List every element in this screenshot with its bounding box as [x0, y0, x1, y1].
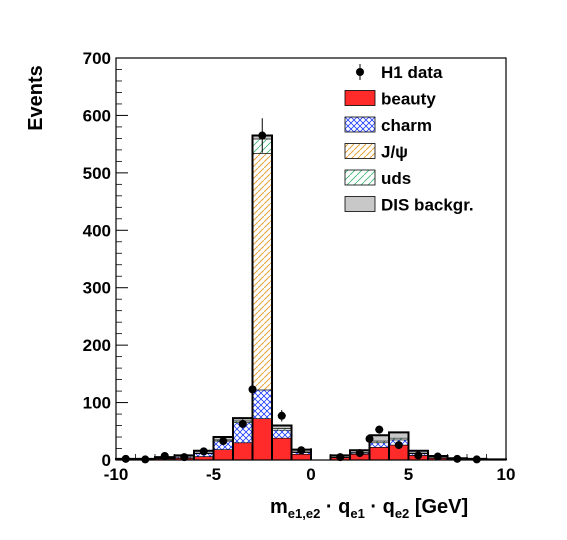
legend-label-1: charm [381, 116, 432, 135]
legend-label-3: uds [381, 169, 411, 188]
legend-item-data: H1 data [356, 63, 443, 82]
stack-outline [115, 134, 507, 461]
legend-item-3: uds [344, 169, 411, 188]
x-axis-title-sub2: e1 [350, 506, 364, 521]
y-tick-label-6: 600 [83, 106, 111, 125]
data-point-18 [453, 454, 462, 463]
x-tick-label-1: -5 [206, 465, 221, 484]
x-axis-title-sub3: e2 [395, 506, 409, 521]
legend-label-4: DIS backgr. [381, 196, 474, 215]
y-tick-label-0: 0 [102, 451, 111, 470]
data-point-7 [248, 385, 257, 394]
y-axis-title: Events [25, 65, 47, 131]
y-tick-label-7: 700 [83, 49, 111, 68]
bar-beauty-6 [232, 442, 253, 461]
legend: H1 data beauty charm J/ψ uds DIS backgr. [344, 63, 474, 215]
bar-charm-8 [271, 429, 292, 439]
bar-charm-7 [252, 389, 273, 419]
legend-item-0: beauty [344, 90, 436, 109]
x-tick-label-4: 10 [497, 465, 516, 484]
x-axis-title-mid2: · q [365, 496, 395, 518]
bar-charm-13 [369, 442, 390, 448]
data-point-13 [365, 434, 374, 443]
data-point-2 [160, 451, 169, 460]
legend-swatch-1 [344, 116, 376, 133]
data-points [121, 118, 481, 464]
data-point-9 [277, 411, 286, 420]
legend-item-4: DIS backgr. [344, 196, 474, 215]
data-point-15 [394, 441, 403, 450]
x-axis-title-main: m [270, 496, 288, 518]
x-axis-title: me1,e2 · qe1 · qe2 [GeV] [270, 496, 468, 521]
legend-swatch-3 [344, 169, 376, 186]
legend-item-2: J/ψ [344, 143, 408, 162]
legend-label-data: H1 data [381, 63, 443, 82]
bar-beauty-9 [291, 453, 312, 461]
axes: 0 100 200 300 400 500 600 700 -10 -5 0 5 10 [83, 49, 516, 484]
x-tick-label-2: 0 [306, 465, 315, 484]
x-tick-label-0: -10 [104, 465, 129, 484]
x-axis-title-sub1: e1,e2 [288, 506, 321, 521]
y-tick-label-2: 200 [83, 336, 111, 355]
y-tick-label-3: 300 [83, 279, 111, 298]
y-tick-label-5: 500 [83, 164, 111, 183]
legend-label-0: beauty [381, 90, 436, 109]
y-tick-label-4: 400 [83, 221, 111, 240]
data-point-3 [180, 453, 189, 462]
data-point-17 [433, 452, 442, 461]
bar-j--7 [252, 153, 273, 391]
bar-beauty-7 [252, 418, 273, 461]
bar-beauty-5 [213, 449, 234, 461]
data-point-5 [219, 437, 228, 446]
data-point-14 [375, 425, 384, 434]
data-point-8 [258, 131, 267, 140]
data-point-0 [121, 454, 130, 463]
data-point-12 [355, 449, 364, 458]
plot-frame [115, 57, 507, 461]
stacked-bars [115, 134, 507, 461]
x-axis-title-mid1: · q [320, 496, 350, 518]
bar-beauty-13 [369, 447, 390, 461]
bar-beauty-8 [271, 437, 292, 461]
data-point-4 [199, 447, 208, 456]
legend-swatch-0 [344, 90, 376, 106]
data-point-10 [297, 446, 306, 455]
legend-item-1: charm [344, 116, 432, 135]
data-point-6 [238, 419, 247, 428]
x-axis-title-tail: [GeV] [409, 496, 468, 518]
x-tick-label-3: 5 [404, 465, 413, 484]
legend-swatch-2 [344, 143, 376, 159]
legend-label-2: J/ψ [381, 143, 408, 162]
data-point-16 [414, 451, 423, 460]
legend-swatch-4 [344, 196, 376, 212]
data-point-11 [336, 453, 345, 462]
y-tick-label-1: 100 [83, 394, 111, 413]
